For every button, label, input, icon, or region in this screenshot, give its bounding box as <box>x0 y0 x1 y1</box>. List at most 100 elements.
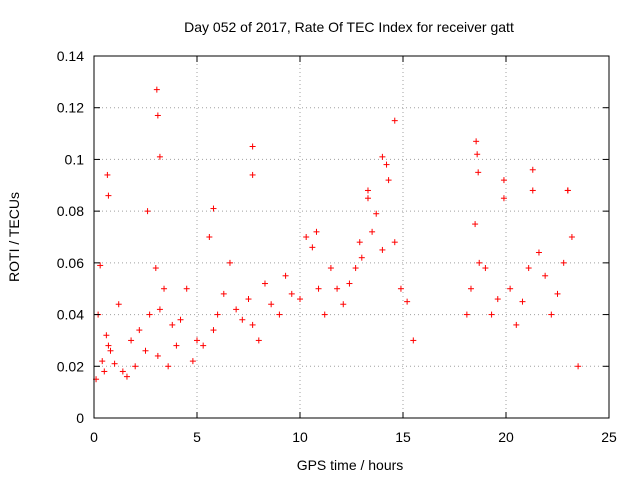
data-point <box>560 259 567 266</box>
data-point <box>156 153 163 160</box>
y-tick-label: 0 <box>76 410 84 426</box>
data-point <box>161 285 168 292</box>
data-point <box>210 205 217 212</box>
data-point <box>500 177 507 184</box>
data-point <box>564 187 571 194</box>
data-point <box>206 234 213 240</box>
data-point <box>352 265 359 272</box>
data-point <box>309 244 316 251</box>
data-point <box>153 86 160 93</box>
data-point <box>494 296 501 303</box>
data-point <box>410 337 417 344</box>
data-point <box>507 285 514 292</box>
data-point <box>142 347 149 354</box>
data-point <box>210 327 217 334</box>
data-point <box>146 311 153 318</box>
x-tick-label: 0 <box>90 429 98 445</box>
x-tick-label: 25 <box>601 429 617 445</box>
data-point <box>123 373 130 380</box>
data-point <box>288 290 295 297</box>
data-point <box>233 306 240 313</box>
data-point <box>105 342 112 349</box>
data-point <box>488 311 495 318</box>
data-point <box>111 360 118 367</box>
data-point <box>385 177 392 184</box>
data-point <box>473 138 480 145</box>
chart-title: Day 052 of 2017, Rate Of TEC Index for r… <box>184 19 514 35</box>
data-point <box>165 363 172 370</box>
x-axis-ticks: 0 5 10 15 20 25 <box>90 56 617 445</box>
data-point <box>268 301 275 308</box>
y-axis-label: ROTI / TECUs <box>6 192 22 282</box>
data-point <box>261 280 268 287</box>
data-point <box>220 290 227 297</box>
data-point <box>467 285 474 292</box>
data-point <box>189 358 196 365</box>
data-point <box>476 259 483 266</box>
data-point <box>340 301 347 308</box>
x-tick-label: 5 <box>193 429 201 445</box>
data-point <box>315 285 322 292</box>
x-axis-label: GPS time / hours <box>297 457 404 473</box>
data-point <box>132 363 139 370</box>
data-points <box>93 86 582 383</box>
y-tick-label: 0.06 <box>57 255 84 271</box>
data-point <box>513 321 520 328</box>
data-point <box>391 117 398 124</box>
data-point <box>249 171 256 178</box>
data-point <box>364 187 371 194</box>
data-point <box>383 161 390 168</box>
data-point <box>249 143 256 150</box>
data-point <box>554 290 561 297</box>
data-point <box>249 321 256 328</box>
data-point <box>346 280 353 287</box>
data-point <box>214 311 221 318</box>
data-point <box>226 259 233 266</box>
data-point <box>104 171 111 178</box>
data-point <box>472 221 479 228</box>
data-point <box>525 265 532 272</box>
y-axis-ticks: 0 0.02 0.04 0.06 0.08 0.1 0.12 0.14 <box>57 48 609 426</box>
data-point <box>379 246 386 253</box>
data-point <box>303 234 310 240</box>
data-point <box>535 249 542 256</box>
data-point <box>568 234 575 240</box>
data-point <box>334 285 341 292</box>
data-point <box>115 301 122 308</box>
data-point <box>529 166 536 173</box>
data-point <box>391 239 398 246</box>
data-point <box>297 296 303 303</box>
y-tick-label: 0.04 <box>57 307 84 323</box>
data-point <box>156 306 163 313</box>
x-tick-label: 20 <box>498 429 514 445</box>
data-point <box>482 265 489 272</box>
data-point <box>404 298 411 305</box>
data-point <box>97 262 104 269</box>
data-point <box>99 358 106 365</box>
data-point <box>173 342 180 349</box>
data-point <box>183 285 190 292</box>
data-point <box>358 254 365 261</box>
data-point <box>575 363 582 370</box>
data-point <box>356 239 363 246</box>
data-point <box>364 195 371 202</box>
data-point <box>500 195 507 202</box>
grid-lines <box>94 56 609 418</box>
data-point <box>463 311 470 318</box>
y-tick-label: 0.12 <box>57 100 84 116</box>
data-point <box>313 228 320 235</box>
plot-frame <box>93 55 610 419</box>
data-point <box>169 321 176 328</box>
data-point <box>245 296 252 303</box>
data-point <box>194 337 200 344</box>
data-point <box>519 298 526 305</box>
data-point <box>282 272 289 279</box>
data-point <box>397 285 404 292</box>
data-point <box>101 368 108 375</box>
data-point <box>200 342 207 349</box>
y-tick-label: 0.1 <box>65 151 85 167</box>
data-point <box>373 210 380 217</box>
x-tick-label: 10 <box>292 429 308 445</box>
